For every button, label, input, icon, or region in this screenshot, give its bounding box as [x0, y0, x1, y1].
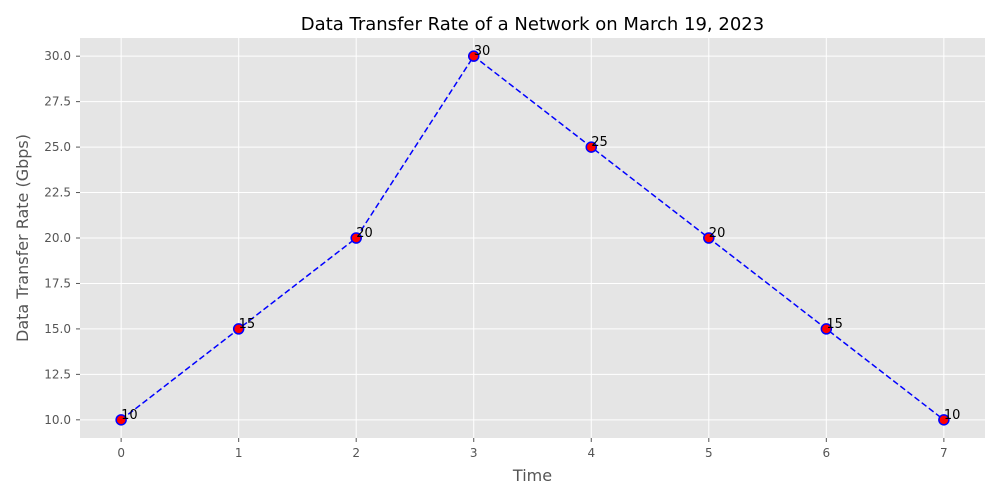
y-tick-label: 15.0 [44, 322, 71, 336]
data-label: 20 [709, 226, 726, 241]
data-label: 20 [356, 226, 373, 241]
y-tick-label: 20.0 [44, 231, 71, 245]
data-label: 10 [944, 408, 961, 423]
x-tick-label: 6 [823, 446, 831, 460]
data-point [703, 232, 715, 244]
y-tick-label: 12.5 [44, 367, 71, 381]
y-tick-label: 30.0 [44, 49, 71, 63]
y-tick-label: 22.5 [44, 186, 71, 200]
data-label: 10 [121, 408, 138, 423]
x-tick-label: 2 [352, 446, 360, 460]
data-point [820, 323, 833, 335]
data-point [350, 232, 362, 244]
data-points [115, 50, 950, 426]
x-tick-label: 3 [470, 446, 478, 460]
x-tick-label: 4 [587, 446, 595, 460]
grid-lines [80, 38, 985, 438]
data-labels: 10 15 20 30 25 20 15 10 [121, 44, 960, 423]
x-tick-label: 5 [705, 446, 713, 460]
y-tick-label: 17.5 [44, 276, 71, 290]
x-tick-label: 0 [117, 446, 125, 460]
y-tick-label: 10.0 [44, 413, 71, 427]
y-tick-label: 25.0 [44, 140, 71, 154]
data-point [467, 50, 480, 62]
data-label: 15 [239, 317, 256, 332]
data-point [585, 141, 598, 153]
series-line [120, 55, 945, 421]
tick-labels: 0 1 2 3 4 5 6 7 10.0 12.5 15.0 17.5 20.0 22.5 25.0 27.5… [44, 49, 947, 460]
x-tick-label: 7 [940, 446, 948, 460]
y-axis-label: Data Transfer Rate (Gbps) [13, 134, 32, 342]
data-point [115, 414, 127, 426]
chart-title: Data Transfer Rate of a Network on March… [301, 14, 764, 35]
x-tick-label: 1 [235, 446, 243, 460]
y-tick-label: 27.5 [44, 95, 71, 109]
data-label: 30 [474, 44, 491, 59]
data-point [232, 323, 245, 335]
x-axis-label: Time [512, 466, 552, 485]
data-label: 15 [826, 317, 843, 332]
data-label: 25 [591, 135, 608, 150]
data-point [938, 414, 950, 426]
